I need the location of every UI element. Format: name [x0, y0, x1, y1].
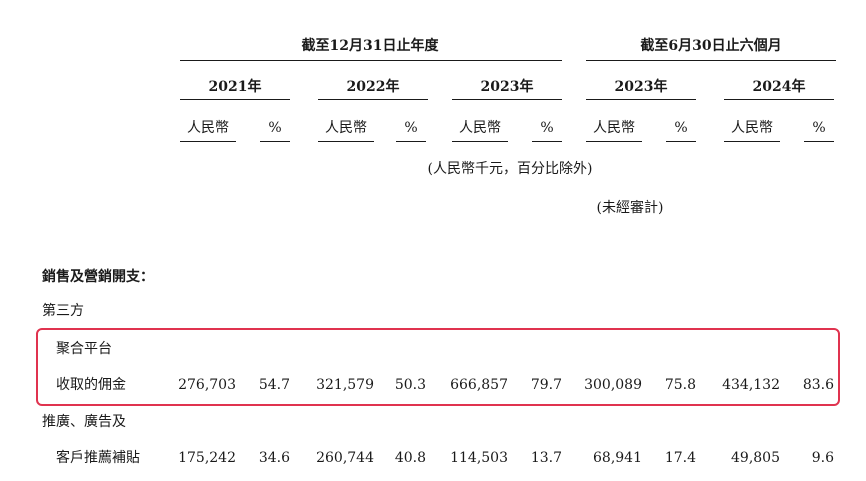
percent-underline: [532, 141, 562, 142]
percent-header: %: [812, 120, 826, 136]
percent-underline: [396, 141, 426, 142]
percent-underline: [804, 141, 834, 142]
percent-cell: 75.8: [664, 377, 696, 393]
row-label-line1: 聚合平台: [56, 341, 112, 357]
currency-header: 人民幣: [731, 120, 773, 136]
year-underline: [724, 99, 834, 100]
section-title: 銷售及營銷開支：: [42, 269, 154, 285]
value-cell: 260,744: [316, 450, 374, 466]
percent-cell: 17.4: [664, 450, 696, 466]
fiscal-year-header: 截至12月31日止年度: [301, 38, 439, 54]
year-2023-header: 2023年: [480, 79, 534, 95]
year-underline: [180, 99, 290, 100]
currency-underline: [452, 141, 508, 142]
value-cell: 175,242: [178, 450, 236, 466]
percent-cell: 83.6: [802, 377, 834, 393]
percent-header: %: [674, 120, 688, 136]
percent-cell: 50.3: [394, 377, 426, 393]
fiscal-year-underline: [180, 60, 562, 61]
row-label-line2: 收取的佣金: [56, 377, 126, 393]
percent-underline: [260, 141, 290, 142]
percent-underline: [666, 141, 696, 142]
currency-header: 人民幣: [593, 120, 635, 136]
percent-cell: 34.6: [258, 450, 290, 466]
year-2024-half-header: 2024年: [752, 79, 806, 95]
value-cell: 49,805: [731, 450, 780, 466]
percent-cell: 9.6: [811, 450, 834, 466]
year-underline: [318, 99, 428, 100]
year-underline: [586, 99, 696, 100]
year-2022-header: 2022年: [346, 79, 400, 95]
half-year-underline: [586, 60, 836, 61]
currency-header: 人民幣: [187, 120, 229, 136]
percent-header: %: [268, 120, 282, 136]
unit-note: (人民幣千元，百分比除外): [427, 161, 593, 177]
year-2023-half-header: 2023年: [614, 79, 668, 95]
currency-underline: [180, 141, 236, 142]
highlight-box: [36, 328, 840, 406]
currency-header: 人民幣: [459, 120, 501, 136]
currency-underline: [318, 141, 374, 142]
value-cell: 300,089: [584, 377, 642, 393]
value-cell: 114,503: [450, 450, 508, 466]
value-cell: 434,132: [722, 377, 780, 393]
half-year-header: 截至6月30日止六個月: [640, 38, 782, 54]
percent-cell: 54.7: [258, 377, 290, 393]
currency-underline: [724, 141, 780, 142]
year-2021-header: 2021年: [208, 79, 262, 95]
unaudited-note: (未經審計): [596, 200, 664, 216]
currency-underline: [586, 141, 642, 142]
currency-header: 人民幣: [325, 120, 367, 136]
percent-header: %: [404, 120, 418, 136]
value-cell: 666,857: [450, 377, 508, 393]
percent-cell: 13.7: [530, 450, 562, 466]
value-cell: 321,579: [316, 377, 374, 393]
percent-cell: 79.7: [530, 377, 562, 393]
value-cell: 68,941: [593, 450, 642, 466]
section-subheading: 第三方: [42, 303, 84, 319]
percent-cell: 40.8: [394, 450, 426, 466]
percent-header: %: [540, 120, 554, 136]
value-cell: 276,703: [178, 377, 236, 393]
row-label-line1: 推廣、廣告及: [42, 414, 126, 430]
year-underline: [452, 99, 562, 100]
row-label-line2: 客戶推薦補貼: [56, 450, 140, 466]
